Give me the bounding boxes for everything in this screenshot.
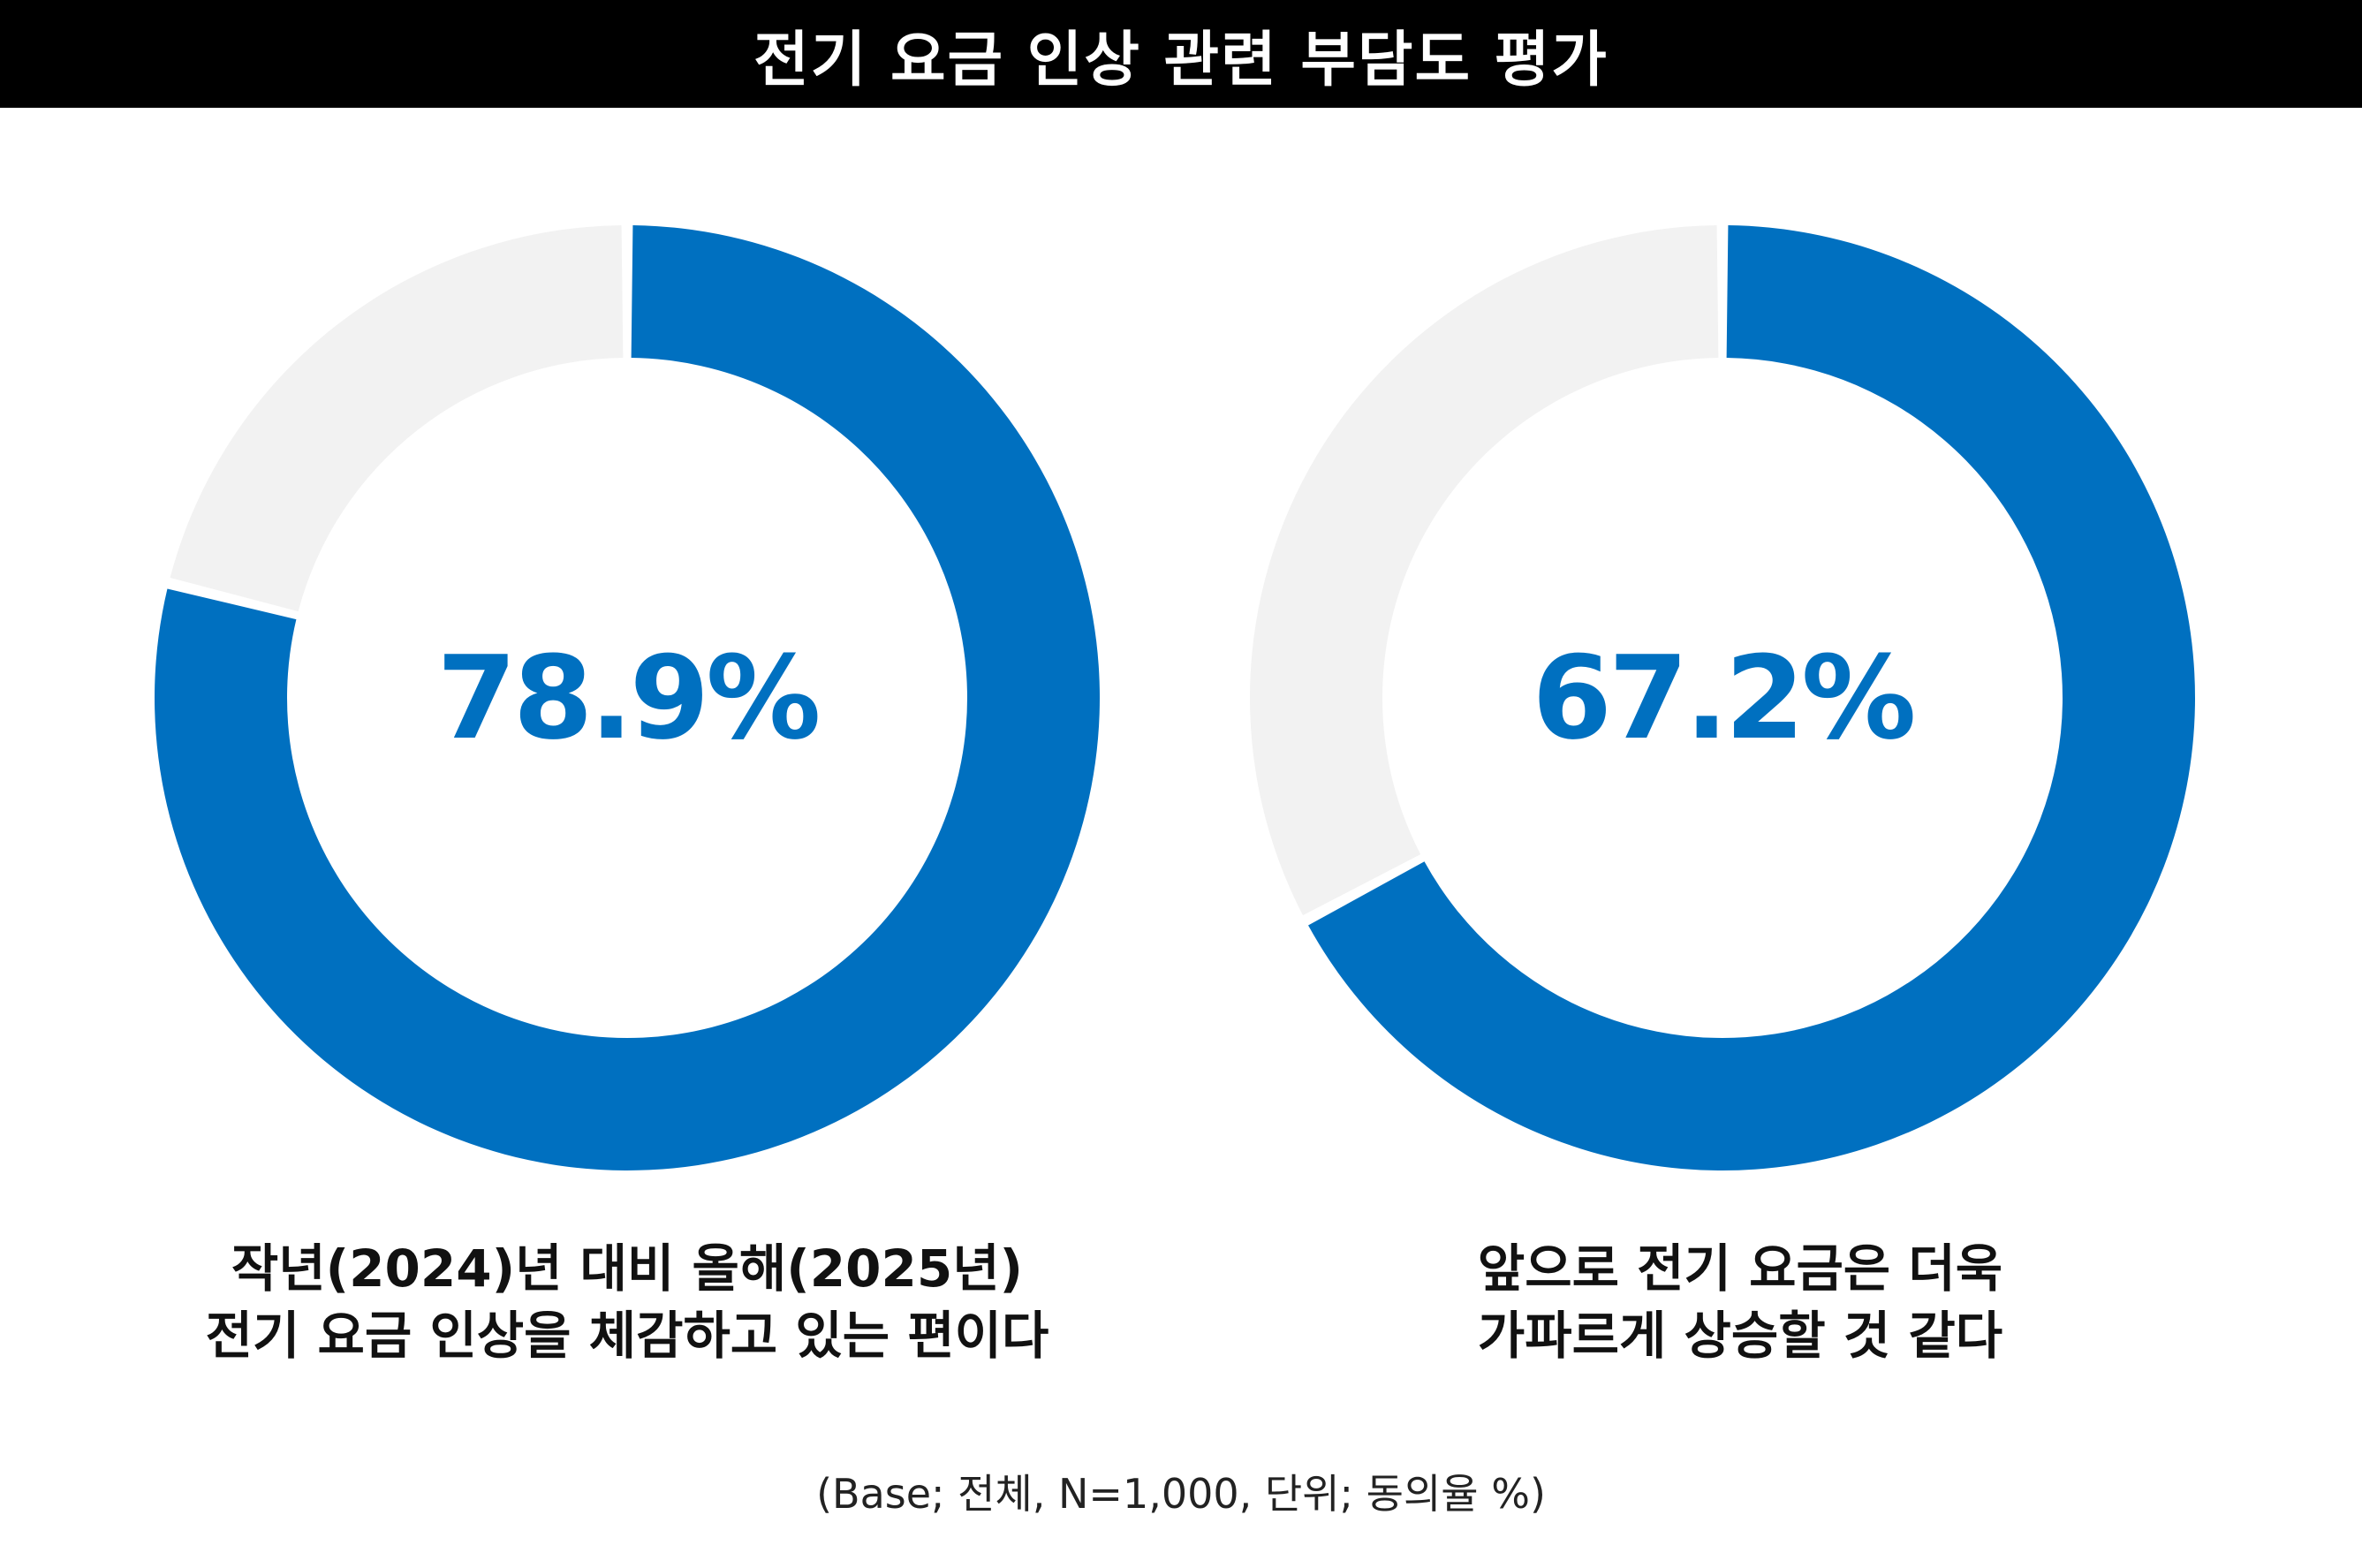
page-title: 전기 요금 인상 관련 부담도 평가 bbox=[753, 25, 1609, 95]
chart-1-caption-line-2: 전기 요금 인상을 체감하고 있는 편이다 bbox=[205, 1306, 1049, 1366]
chart-1-caption: 작년(2024)년 대비 올해(2025년) 전기 요금 인상을 체감하고 있는… bbox=[97, 1235, 1157, 1369]
donut-2-segment-remainder bbox=[1250, 225, 1719, 916]
chart-2-caption-line-2: 가파르게 상승할 것 같다 bbox=[1477, 1306, 2003, 1366]
chart-2-caption: 앞으로 전기 요금은 더욱 가파르게 상승할 것 같다 bbox=[1210, 1235, 2270, 1369]
donut-2-segment-value bbox=[1308, 225, 2195, 1170]
chart-2-caption-line-1: 앞으로 전기 요금은 더욱 bbox=[1477, 1238, 2003, 1299]
donut-2-value-label: 67.2% bbox=[1532, 631, 1913, 765]
donut-chart-1: 78.9% bbox=[141, 212, 1113, 1184]
donut-chart-2-svg: 67.2% bbox=[1250, 225, 2195, 1170]
title-bar: 전기 요금 인상 관련 부담도 평가 bbox=[0, 0, 2362, 108]
donut-chart-2: 67.2% bbox=[1237, 212, 2208, 1184]
donut-1-segment-remainder bbox=[170, 225, 624, 612]
chart-1-caption-line-1: 작년(2024)년 대비 올해(2025년) bbox=[231, 1238, 1024, 1299]
footnote: (Base; 전체, N=1,000, 단위; 동의율 %) bbox=[816, 1470, 1546, 1518]
donut-1-value-label: 78.9% bbox=[436, 631, 818, 765]
donut-chart-1-svg: 78.9% bbox=[155, 225, 1101, 1170]
